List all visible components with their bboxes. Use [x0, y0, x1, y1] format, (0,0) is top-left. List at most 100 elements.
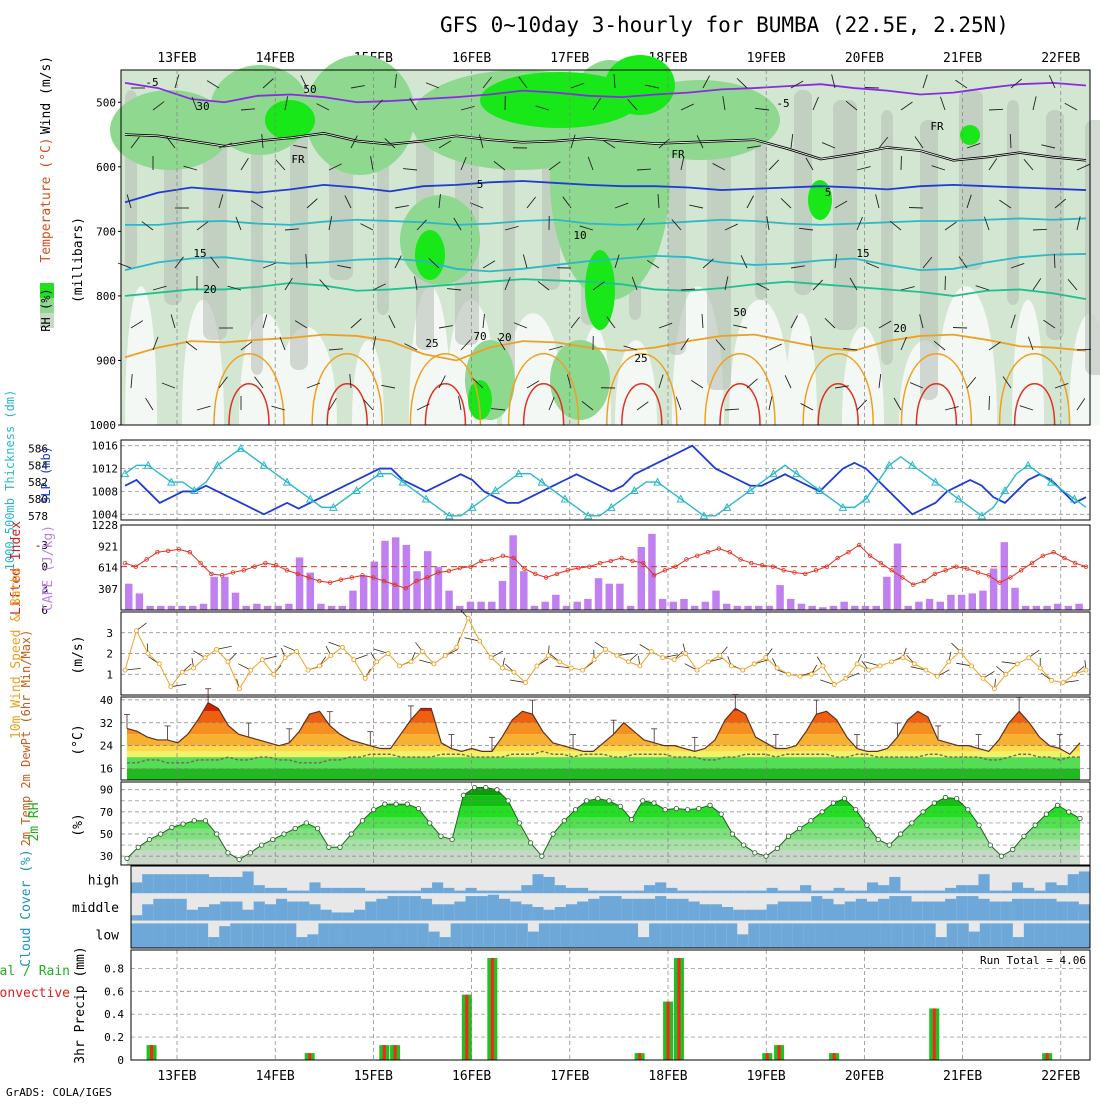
cloud-cell-cover [892, 923, 903, 948]
cloud-cell-clear [677, 866, 688, 893]
cloud-cell-cover [1057, 923, 1068, 948]
wind-speed-marker [649, 649, 653, 653]
rh-marker [921, 810, 925, 814]
wind10m-unit-label: (m/s) [71, 635, 86, 674]
cloud-cell-cover [432, 904, 443, 920]
slp-frame [121, 440, 1090, 520]
cloud-cell-cover [660, 923, 671, 948]
precip-convective-bar [394, 1045, 397, 1060]
cloud-cell-clear [399, 866, 410, 893]
cloud-cell-clear [900, 866, 911, 893]
precip-convective-bar [638, 1053, 641, 1060]
cape-bar [189, 606, 196, 610]
rh-marker [674, 806, 678, 810]
cloud-cell-cover [744, 910, 755, 921]
cloud-cell-cover [689, 891, 700, 894]
cloud-cell-cover [488, 891, 499, 894]
date-label-bottom: 21FEB [943, 1069, 982, 1084]
rh-moist-band [833, 100, 857, 330]
cloud-cell-cover [307, 934, 318, 948]
cloud-cell-cover [309, 882, 320, 893]
cloud-cell-cover [499, 899, 510, 921]
rh-marker [1011, 847, 1015, 851]
rh2m-unit-label: (%) [71, 813, 86, 836]
cloud-cell-cover [778, 902, 789, 921]
rh-marker [854, 807, 858, 811]
thickness-line [125, 448, 1086, 515]
cloud-cell-cover [737, 934, 748, 948]
wind-speed-marker [981, 676, 985, 680]
precip-conv-label: Convective [0, 986, 70, 1001]
cloud-cell-cover [990, 891, 1001, 894]
pressure-axis-label: (millibars) [71, 217, 86, 303]
cape-bar [136, 593, 143, 610]
wind-speed-marker [329, 654, 333, 658]
rh-marker [977, 823, 981, 827]
wind-speed-marker [340, 645, 344, 649]
cape-bar [947, 595, 954, 610]
cloud-cell-cover [912, 902, 923, 921]
cape-bar [424, 551, 431, 610]
cape-bar [1043, 606, 1050, 610]
cloud-row-label: high [88, 874, 119, 889]
wind-speed-marker [1050, 678, 1054, 682]
rh-marker [495, 788, 499, 792]
cloud-cell-clear [298, 866, 309, 893]
cloud-cell-cover [287, 891, 298, 894]
cape-bar [509, 535, 516, 610]
cloud-cell-cover [925, 923, 936, 948]
temp-tick: 16 [100, 763, 113, 776]
cape-bar [734, 606, 741, 610]
cloud-cell-cover [978, 899, 989, 921]
cloud-cell-clear [689, 866, 700, 893]
wind-speed-marker [684, 652, 688, 656]
wind-speed-marker [1015, 662, 1019, 666]
rh-marker [304, 821, 308, 825]
cloud-cell-cover [825, 923, 836, 948]
cloud-cell-cover [803, 923, 814, 948]
temp-tick: 40 [100, 694, 113, 707]
cloud-cell-cover [517, 923, 528, 948]
cloud-cell-cover [354, 910, 365, 921]
cloud-cell-cover [958, 923, 969, 948]
cape-bar [659, 599, 666, 610]
contour-label: 50 [733, 306, 746, 319]
cloud-cell-cover [254, 902, 265, 921]
cloud-cell-cover [704, 923, 715, 948]
cloud-cell-cover [153, 874, 164, 893]
cloud-cell-cover [488, 895, 499, 921]
rh-marker [349, 832, 353, 836]
cloud-cell-cover [298, 902, 309, 921]
rh-marker [898, 832, 902, 836]
pressure-tick: 700 [96, 225, 116, 238]
cloud-cell-clear [588, 866, 599, 893]
temp2m-unit-label: (°C) [71, 724, 86, 755]
cloud-cell-cover [956, 896, 967, 921]
cloud-cell-cover [550, 923, 561, 948]
rh-moist-band [251, 120, 263, 375]
date-label-bottom: 16FEB [452, 1069, 491, 1084]
temp-tick: 24 [100, 740, 114, 753]
cloud-cell-cover [1034, 899, 1045, 921]
wind-speed-marker [363, 676, 367, 680]
cloud-cell-cover [187, 874, 198, 893]
cloud-cell-cover [484, 923, 495, 948]
temp-band [121, 723, 1090, 734]
wind-speed-marker [947, 660, 951, 664]
cloud-cell-cover [789, 902, 800, 921]
cloud-cell-cover [814, 923, 825, 948]
wind-speed-marker [192, 666, 196, 670]
rh-marker [450, 837, 454, 841]
cloud-cell-cover [365, 891, 376, 894]
cape-bar [1033, 606, 1040, 610]
cloud-cell-cover [309, 904, 320, 920]
wind-speed-marker [317, 664, 321, 668]
wind-speed-marker [592, 658, 596, 662]
wind-speed-marker [1084, 668, 1088, 672]
cape-bar [285, 604, 292, 610]
rh-marker [798, 826, 802, 830]
rh-marker [697, 806, 701, 810]
rh-saturated-area [415, 230, 445, 280]
cape-bar [776, 585, 783, 610]
cloud-cell-cover [693, 923, 704, 948]
